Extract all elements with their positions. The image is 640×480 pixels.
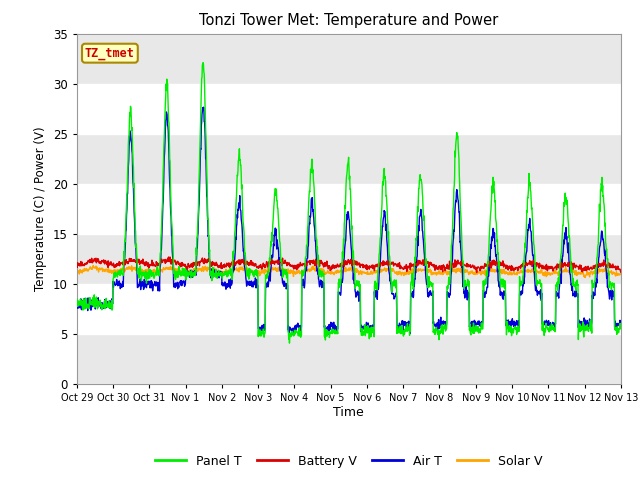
Panel T [305,209,312,215]
Solar V [90,263,97,268]
Solar V [325,270,333,276]
Air T [316,284,323,289]
Battery V [73,260,81,266]
Air T [305,243,312,249]
Panel T [383,205,391,211]
Air T [200,104,207,110]
Battery V [473,270,481,276]
Panel T [115,268,123,274]
Bar [77,284,621,334]
Panel T [73,296,81,302]
Panel T [316,274,323,280]
Air T [383,240,391,246]
Battery V [316,259,323,265]
Bar [77,134,621,184]
Battery V [617,269,625,275]
Line: Solar V: Solar V [77,265,621,277]
Solar V [383,266,390,272]
Air T [115,281,123,287]
Solar V [304,267,312,273]
Solar V [73,269,81,275]
Air T [137,281,145,287]
Solar V [617,271,625,277]
Bar [77,184,621,234]
Battery V [325,264,333,270]
Solar V [581,275,589,280]
Y-axis label: Temperature (C) / Power (V): Temperature (C) / Power (V) [35,127,47,291]
Battery V [115,261,123,267]
Air T [296,332,304,337]
Air T [73,302,81,308]
Panel T [137,271,145,277]
Legend: Panel T, Battery V, Air T, Solar V: Panel T, Battery V, Air T, Solar V [150,450,548,473]
Solar V [316,268,323,274]
Battery V [383,258,390,264]
Bar [77,34,621,84]
Battery V [164,254,172,260]
Panel T [199,60,207,65]
X-axis label: Time: Time [333,406,364,419]
Battery V [137,260,145,265]
Battery V [304,259,312,264]
Air T [326,322,333,328]
Line: Air T: Air T [77,107,621,335]
Panel T [326,335,333,340]
Panel T [285,340,293,346]
Line: Panel T: Panel T [77,62,621,343]
Title: Tonzi Tower Met: Temperature and Power: Tonzi Tower Met: Temperature and Power [199,13,499,28]
Bar [77,84,621,134]
Bar [77,234,621,284]
Solar V [138,269,145,275]
Solar V [115,267,123,273]
Text: TZ_tmet: TZ_tmet [85,47,135,60]
Panel T [617,324,625,330]
Bar [77,334,621,384]
Air T [617,323,625,328]
Line: Battery V: Battery V [77,257,621,273]
